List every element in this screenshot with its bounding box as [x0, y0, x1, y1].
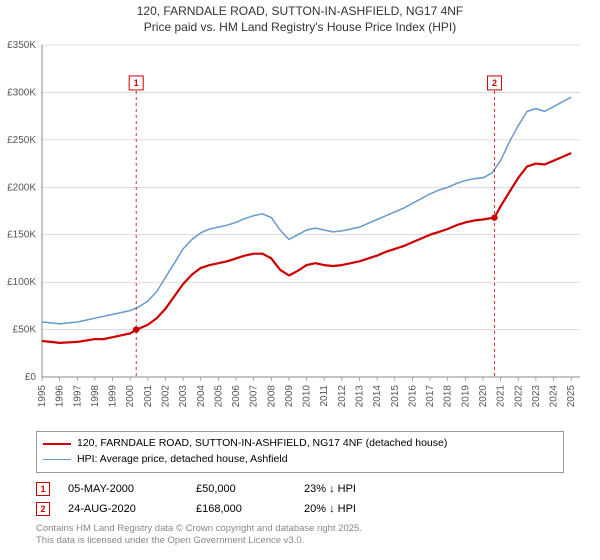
legend-swatch [43, 459, 71, 460]
svg-text:1995: 1995 [37, 385, 48, 408]
svg-text:2008: 2008 [266, 385, 277, 408]
svg-text:2014: 2014 [372, 385, 383, 408]
svg-text:2000: 2000 [125, 385, 136, 408]
svg-text:£350K: £350K [7, 40, 36, 51]
license-line-2: This data is licensed under the Open Gov… [36, 535, 564, 547]
svg-text:2025: 2025 [566, 385, 577, 408]
license-line-1: Contains HM Land Registry data © Crown c… [36, 523, 564, 535]
legend-label: HPI: Average price, detached house, Ashf… [77, 452, 288, 468]
svg-text:2005: 2005 [213, 385, 224, 408]
svg-text:2006: 2006 [231, 385, 242, 408]
title-line-2: Price paid vs. HM Land Registry's House … [0, 20, 600, 36]
svg-text:2013: 2013 [355, 385, 366, 408]
svg-text:1998: 1998 [90, 385, 101, 408]
marker-date: 24-AUG-2020 [68, 503, 178, 515]
legend-row: HPI: Average price, detached house, Ashf… [43, 452, 557, 468]
license-text: Contains HM Land Registry data © Crown c… [36, 523, 564, 548]
marker-id-box: 2 [36, 502, 50, 516]
svg-text:£0: £0 [25, 372, 37, 383]
svg-text:2007: 2007 [249, 385, 260, 408]
svg-text:2024: 2024 [549, 385, 560, 408]
legend-label: 120, FARNDALE ROAD, SUTTON-IN-ASHFIELD, … [77, 436, 447, 452]
svg-text:1997: 1997 [72, 385, 83, 408]
svg-text:2019: 2019 [460, 385, 471, 408]
svg-text:£300K: £300K [7, 88, 36, 99]
svg-text:2003: 2003 [178, 385, 189, 408]
svg-text:£250K: £250K [7, 135, 36, 146]
title-line-1: 120, FARNDALE ROAD, SUTTON-IN-ASHFIELD, … [0, 4, 600, 20]
svg-text:2009: 2009 [284, 385, 295, 408]
svg-text:2015: 2015 [390, 385, 401, 408]
svg-text:2021: 2021 [496, 385, 507, 408]
markers-table: 1 05-MAY-2000 £50,000 23% ↓ HPI 2 24-AUG-2020… [36, 479, 564, 519]
svg-text:2020: 2020 [478, 385, 489, 408]
legend-row: 120, FARNDALE ROAD, SUTTON-IN-ASHFIELD, … [43, 436, 557, 452]
marker-price: £50,000 [196, 483, 286, 495]
svg-text:2017: 2017 [425, 385, 436, 408]
marker-pct: 20% ↓ HPI [304, 503, 404, 515]
svg-text:2010: 2010 [302, 385, 313, 408]
svg-text:2002: 2002 [160, 385, 171, 408]
legend: 120, FARNDALE ROAD, SUTTON-IN-ASHFIELD, … [36, 431, 564, 473]
chart-area: £0 £50K £100K £150K £200K £250K £300K £350K 1995… [0, 37, 590, 427]
svg-text:2012: 2012 [337, 385, 348, 408]
line-chart: £0 £50K £100K £150K £200K £250K £300K £350K 1995… [0, 37, 590, 427]
svg-text:£150K: £150K [7, 230, 36, 241]
legend-swatch [43, 443, 71, 445]
chart-container: 120, FARNDALE ROAD, SUTTON-IN-ASHFIELD, … [0, 0, 600, 560]
svg-text:1: 1 [134, 78, 139, 88]
svg-text:£50K: £50K [13, 325, 37, 336]
svg-text:2001: 2001 [143, 385, 154, 408]
marker-price: £168,000 [196, 503, 286, 515]
svg-text:2004: 2004 [196, 385, 207, 408]
svg-text:2018: 2018 [443, 385, 454, 408]
svg-text:2023: 2023 [531, 385, 542, 408]
svg-text:1996: 1996 [55, 385, 66, 408]
svg-text:2016: 2016 [407, 385, 418, 408]
svg-text:2011: 2011 [319, 385, 330, 407]
title-block: 120, FARNDALE ROAD, SUTTON-IN-ASHFIELD, … [0, 0, 600, 37]
marker-row: 1 05-MAY-2000 £50,000 23% ↓ HPI [36, 479, 564, 499]
marker-pct: 23% ↓ HPI [304, 483, 404, 495]
svg-text:2: 2 [492, 78, 497, 88]
svg-text:2022: 2022 [513, 385, 524, 408]
marker-row: 2 24-AUG-2020 £168,000 20% ↓ HPI [36, 499, 564, 519]
marker-id-box: 1 [36, 482, 50, 496]
svg-text:1999: 1999 [108, 385, 119, 408]
marker-date: 05-MAY-2000 [68, 483, 178, 495]
svg-text:£200K: £200K [7, 182, 36, 193]
svg-text:£100K: £100K [7, 277, 36, 288]
